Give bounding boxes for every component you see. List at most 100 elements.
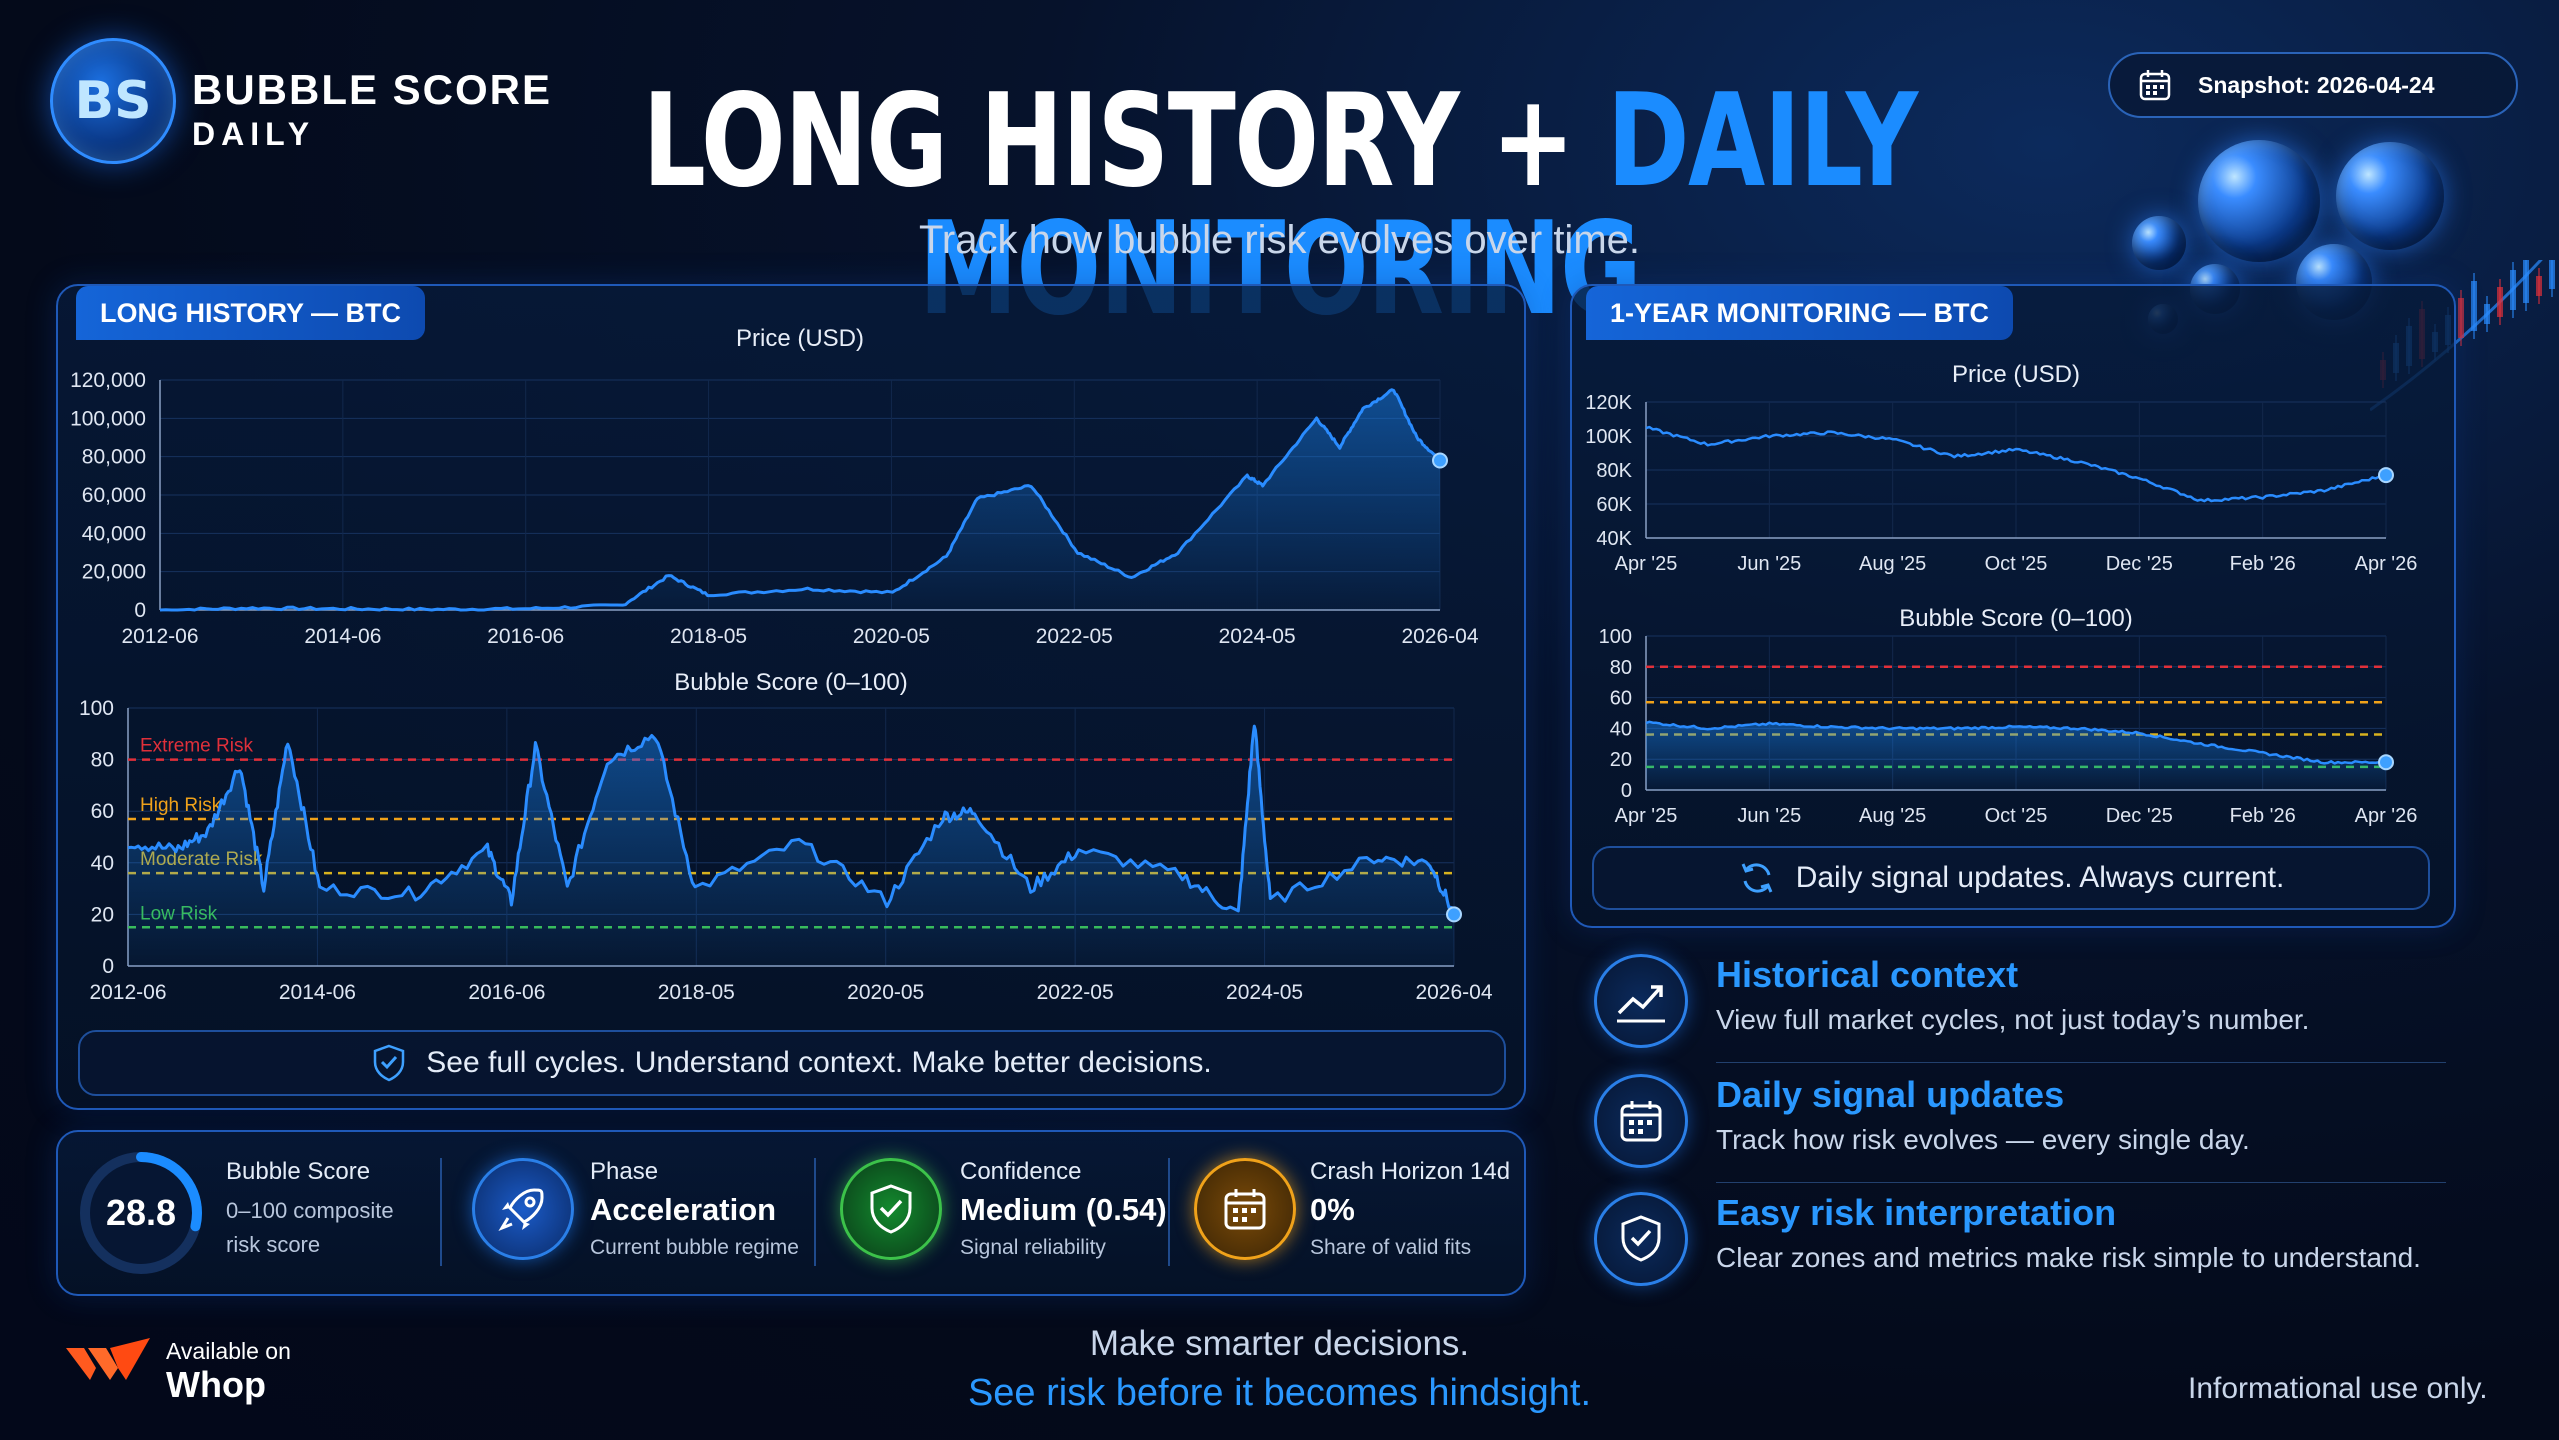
kpi-value: Medium (0.54): [960, 1192, 1167, 1227]
x-tick-label: 2026-04: [1415, 981, 1492, 1004]
kpi-label: Crash Horizon 14d: [1310, 1158, 1511, 1185]
y-tick-label: 80K: [1596, 460, 1632, 482]
kpi-value: Acceleration: [590, 1192, 777, 1227]
x-tick-label: 2024-05: [1226, 981, 1303, 1004]
feature-title: Easy risk interpretation: [1716, 1192, 2117, 1233]
x-tick-label: Feb '26: [2230, 805, 2296, 827]
kpi-value: 0%: [1310, 1192, 1355, 1227]
snapshot-label: Snapshot: 2026-04-24: [2198, 71, 2435, 98]
candle-body: [2510, 270, 2516, 310]
chart-title: Bubble Score (0–100): [674, 669, 907, 696]
y-tick-label: 0: [102, 955, 114, 978]
x-tick-label: Aug '25: [1859, 553, 1926, 575]
latest-point: [1446, 906, 1462, 923]
candle-body: [2484, 304, 2490, 324]
y-tick-label: 80,000: [82, 446, 146, 469]
x-tick-label: 2020-05: [853, 625, 930, 648]
kpi-crash-horizon: Crash Horizon 14d 0% Share of valid fits: [1310, 1158, 1510, 1260]
feature-divider: [1716, 1062, 2446, 1063]
kpi-sub: Share of valid fits: [1310, 1236, 1472, 1259]
y-tick-label: 60K: [1596, 494, 1632, 516]
chart-title: Price (USD): [1952, 361, 2080, 388]
latest-point: [2378, 754, 2394, 771]
y-tick-label: 100: [1599, 626, 1632, 648]
page-subtitle: Track how bubble risk evolves over time.: [918, 218, 1640, 262]
long-history-note: See full cycles. Understand context. Mak…: [78, 1030, 1506, 1096]
title-part1: LONG HISTORY +: [642, 67, 1575, 216]
y-tick-label: 80: [91, 749, 114, 772]
monitoring-tag: 1-YEAR MONITORING — BTC: [1586, 286, 2014, 340]
calendar-icon: [2139, 70, 2171, 101]
shield-check-icon: [1594, 1192, 1688, 1286]
latest-point: [1432, 452, 1448, 469]
x-tick-label: Oct '25: [1985, 553, 2048, 575]
whop-link[interactable]: Whop: [166, 1364, 266, 1405]
feature-divider: [1716, 1182, 2446, 1183]
calendar-icon: [1594, 1074, 1688, 1168]
whop-logo-icon: [66, 1338, 150, 1380]
x-tick-label: 2018-05: [658, 981, 735, 1004]
monitoring-note: Daily signal updates. Always current.: [1592, 846, 2430, 910]
x-tick-label: Apr '25: [1615, 805, 1678, 827]
shield-check-icon: [374, 1044, 405, 1082]
y-tick-label: 20: [1610, 749, 1632, 771]
y-tick-label: 20: [91, 903, 114, 926]
feature-title: Daily signal updates: [1716, 1074, 2065, 1115]
x-tick-label: 2016-06: [487, 625, 564, 648]
kpi-label: Confidence: [960, 1158, 1082, 1185]
x-tick-label: Aug '25: [1859, 805, 1926, 827]
kpi-sub: Current bubble regime: [590, 1236, 799, 1259]
x-tick-label: Apr '25: [1615, 553, 1678, 575]
y-tick-label: 120K: [1585, 392, 1632, 414]
y-tick-label: 60: [1610, 688, 1632, 710]
chart-title: Bubble Score (0–100): [1899, 605, 2132, 632]
y-tick-label: 40,000: [82, 522, 146, 545]
footer-tagline: Make smarter decisions.: [1089, 1324, 1470, 1363]
long-history-score-chart: Bubble Score (0–100) 0 20 40 60 80 100 2012-06 2…: [79, 669, 1493, 1004]
x-tick-label: 2014-06: [279, 981, 356, 1004]
bubble-score-value: 28.8: [106, 1192, 176, 1233]
snapshot-badge: Snapshot: 2026-04-24: [2108, 52, 2518, 118]
y-tick-label: 100: [79, 697, 114, 720]
shield-icon: [840, 1158, 942, 1260]
bubble-score-gauge: 28.8: [80, 1152, 202, 1274]
feature-desc: Clear zones and metrics make risk simple…: [1716, 1242, 2421, 1273]
x-tick-label: 2024-05: [1219, 625, 1296, 648]
bubble-decoration: [2336, 142, 2444, 250]
y-tick-label: 40: [91, 852, 114, 875]
kpi-sub: 0–100 composite: [226, 1198, 394, 1223]
feature-desc: Track how risk evolves — every single da…: [1716, 1124, 2250, 1155]
kpi-sub: risk score: [226, 1232, 321, 1257]
refresh-icon: [1741, 863, 1773, 893]
kpi-divider: [814, 1158, 816, 1266]
candle-body: [2523, 260, 2529, 303]
y-tick-label: 100K: [1585, 426, 1632, 448]
kpi-bubble-score: Bubble Score 0–100 composite risk score: [226, 1158, 394, 1258]
monitoring-panel: [1570, 284, 2456, 928]
x-tick-label: Oct '25: [1985, 805, 2048, 827]
footer-disclaimer: Informational use only.: [2188, 1372, 2488, 1405]
x-tick-label: 2020-05: [847, 981, 924, 1004]
bubble-decoration: [2198, 140, 2320, 262]
risk-zone-label: Extreme Risk: [140, 736, 253, 757]
candle-body: [2471, 281, 2477, 331]
calendar-icon: [1194, 1158, 1296, 1260]
x-tick-label: Apr '26: [2355, 805, 2418, 827]
monitoring-price-chart: Price (USD) 40K 60K 80K 100K 120K Apr '25 Jun '…: [1585, 361, 2417, 575]
long-history-note-text: See full cycles. Understand context. Mak…: [426, 1046, 1212, 1079]
candle-body: [2536, 276, 2542, 296]
kpi-divider: [1168, 1158, 1170, 1266]
y-tick-label: 120,000: [70, 369, 146, 392]
risk-zone-label: High Risk: [140, 795, 222, 816]
y-tick-label: 100,000: [70, 407, 146, 430]
long-history-tag: LONG HISTORY — BTC: [76, 286, 426, 340]
x-tick-label: Dec '25: [2106, 553, 2173, 575]
x-tick-label: Jun '25: [1737, 805, 1801, 827]
series-line: [159, 388, 1441, 612]
monitoring-score-chart: Bubble Score (0–100) 0 20 40 60 80 100 Apr '25 J…: [1599, 605, 2418, 827]
kpi-label: Bubble Score: [226, 1158, 371, 1185]
kpi-phase: Phase Acceleration Current bubble regime: [590, 1158, 799, 1260]
bubble-decoration: [2132, 216, 2186, 270]
x-tick-label: Feb '26: [2230, 553, 2296, 575]
y-tick-label: 80: [1610, 657, 1632, 679]
